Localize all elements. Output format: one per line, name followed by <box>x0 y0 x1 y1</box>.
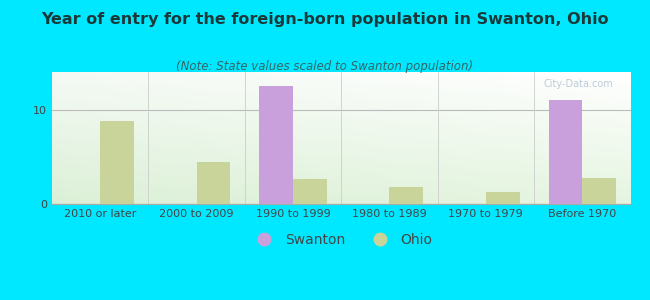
Bar <box>486 192 519 204</box>
Bar <box>196 162 230 204</box>
Legend: Swanton, Ohio: Swanton, Ohio <box>244 227 438 253</box>
Bar <box>389 187 423 204</box>
Text: (Note: State values scaled to Swanton population): (Note: State values scaled to Swanton po… <box>176 60 474 73</box>
Text: City-Data.com: City-Data.com <box>543 79 613 88</box>
Bar <box>293 178 327 204</box>
Bar <box>100 121 134 204</box>
Text: Year of entry for the foreign-born population in Swanton, Ohio: Year of entry for the foreign-born popul… <box>41 12 609 27</box>
Bar <box>549 100 582 204</box>
Bar <box>259 86 293 204</box>
Bar <box>582 178 616 204</box>
